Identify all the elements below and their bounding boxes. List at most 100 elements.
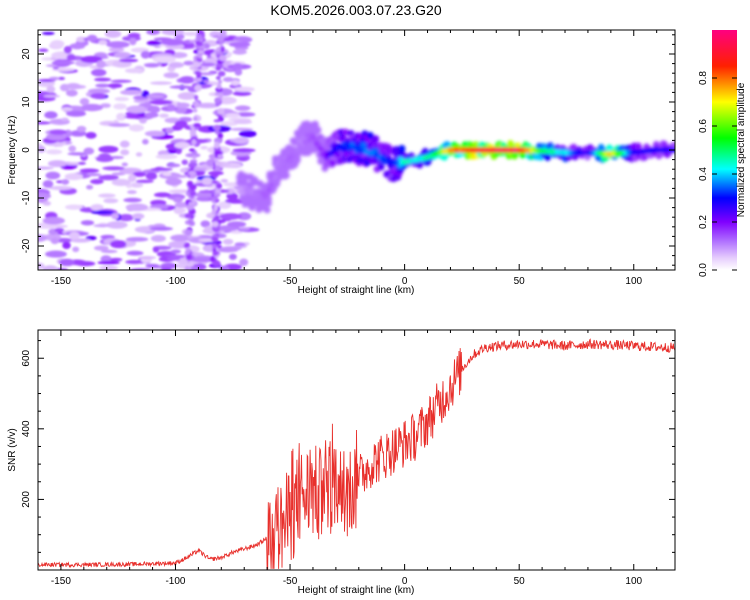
noise-blob — [125, 259, 144, 265]
noise-blob — [146, 94, 165, 99]
noise-blob — [61, 179, 70, 185]
noise-blob — [50, 39, 65, 48]
ridge-halo — [416, 160, 424, 169]
ridge-halo — [544, 152, 552, 162]
stripe-blob — [211, 173, 219, 178]
noise-blob — [165, 177, 183, 186]
noise-blob — [38, 145, 46, 153]
noise-blob — [232, 148, 256, 153]
stripe-blob — [189, 174, 195, 179]
noise-blob — [69, 43, 86, 50]
noise-blob — [91, 68, 107, 77]
colorbar-tick-label: 0.6 — [698, 119, 709, 133]
noise-blob — [120, 149, 130, 156]
ridge-halo — [366, 131, 374, 139]
noise-blob — [116, 112, 126, 121]
noise-blob — [233, 137, 250, 145]
noise-blob — [160, 38, 185, 46]
noise-blob — [106, 221, 128, 229]
ridge-halo — [372, 135, 380, 143]
noise-blob — [80, 220, 95, 226]
ridge-core — [272, 174, 278, 180]
colorbar-tick-label: 0.2 — [698, 215, 709, 229]
noise-blob — [54, 228, 65, 233]
noise-blob — [169, 85, 193, 89]
x-tick-label: 0 — [402, 276, 408, 287]
y-tick-label: -20 — [21, 238, 32, 253]
noise-blob — [47, 160, 67, 168]
noise-blob — [42, 31, 55, 36]
stripe-blob — [184, 265, 190, 270]
noise-blob — [106, 41, 130, 48]
ridge-halo — [263, 206, 271, 214]
noise-blob — [76, 36, 87, 43]
noise-blob — [150, 167, 173, 171]
stripe-blob — [218, 79, 223, 84]
stripe-blob — [196, 34, 203, 41]
ridge-halo — [398, 144, 406, 152]
snr-y-label: SNR (v/v) — [7, 428, 18, 471]
noise-blob — [232, 49, 247, 55]
noise-blob — [200, 145, 208, 150]
noise-blob — [118, 214, 134, 222]
y-tick-label: 10 — [21, 96, 32, 108]
noise-blob — [179, 76, 195, 84]
noise-blob — [87, 34, 98, 42]
noise-blob — [107, 83, 123, 89]
noise-blob — [94, 77, 112, 82]
noise-blob — [166, 104, 176, 111]
noise-blob — [163, 72, 180, 79]
stripe-blob — [215, 102, 222, 106]
noise-blob — [225, 113, 241, 118]
noise-blob — [232, 91, 252, 96]
noise-blob — [128, 124, 145, 132]
stripe-blob — [213, 236, 219, 241]
noise-blob — [119, 89, 143, 96]
noise-blob — [185, 152, 201, 158]
noise-blob — [66, 110, 87, 117]
noise-blob — [166, 163, 181, 168]
noise-blob — [192, 192, 214, 198]
noise-blob — [121, 162, 128, 167]
stripe-blob — [192, 61, 201, 68]
ridge-core — [318, 146, 324, 152]
noise-blob — [100, 103, 111, 108]
ridge-core — [386, 155, 392, 162]
noise-blob — [68, 145, 77, 153]
noise-blob — [81, 103, 103, 112]
noise-blob — [130, 182, 144, 188]
noise-blob — [77, 161, 86, 165]
noise-blob — [48, 76, 60, 81]
noise-blob — [68, 231, 80, 240]
noise-blob — [229, 230, 243, 234]
noise-blob — [168, 62, 185, 68]
stripe-blob — [188, 170, 197, 176]
ridge-core — [240, 190, 246, 196]
stripe-blob — [186, 254, 192, 260]
noise-blob — [226, 192, 239, 200]
noise-blob — [97, 260, 120, 265]
noise-blob — [79, 168, 100, 173]
noise-blob — [239, 258, 249, 267]
ridge-halo — [304, 149, 312, 157]
noise-blob — [149, 105, 161, 114]
noise-blob — [159, 113, 169, 118]
stripe-blob — [214, 97, 221, 104]
colorbar-label: Normalized spectral amplitude — [736, 82, 747, 217]
noise-blob — [45, 250, 67, 258]
y-tick-label: 200 — [21, 491, 32, 508]
spectrogram-y-label: Frequency (Hz) — [7, 116, 18, 185]
noise-blob — [38, 166, 54, 170]
noise-blob — [102, 166, 125, 171]
ridge-core — [284, 160, 290, 167]
noise-blob — [126, 250, 144, 256]
noise-blob — [138, 117, 147, 124]
noise-blob — [153, 192, 172, 198]
ridge-halo — [314, 126, 322, 134]
x-tick-label: -100 — [165, 276, 185, 287]
ridge-core — [344, 141, 350, 147]
stripe-blob — [196, 42, 204, 47]
stripe-blob — [217, 132, 224, 139]
noise-blob — [111, 212, 119, 220]
